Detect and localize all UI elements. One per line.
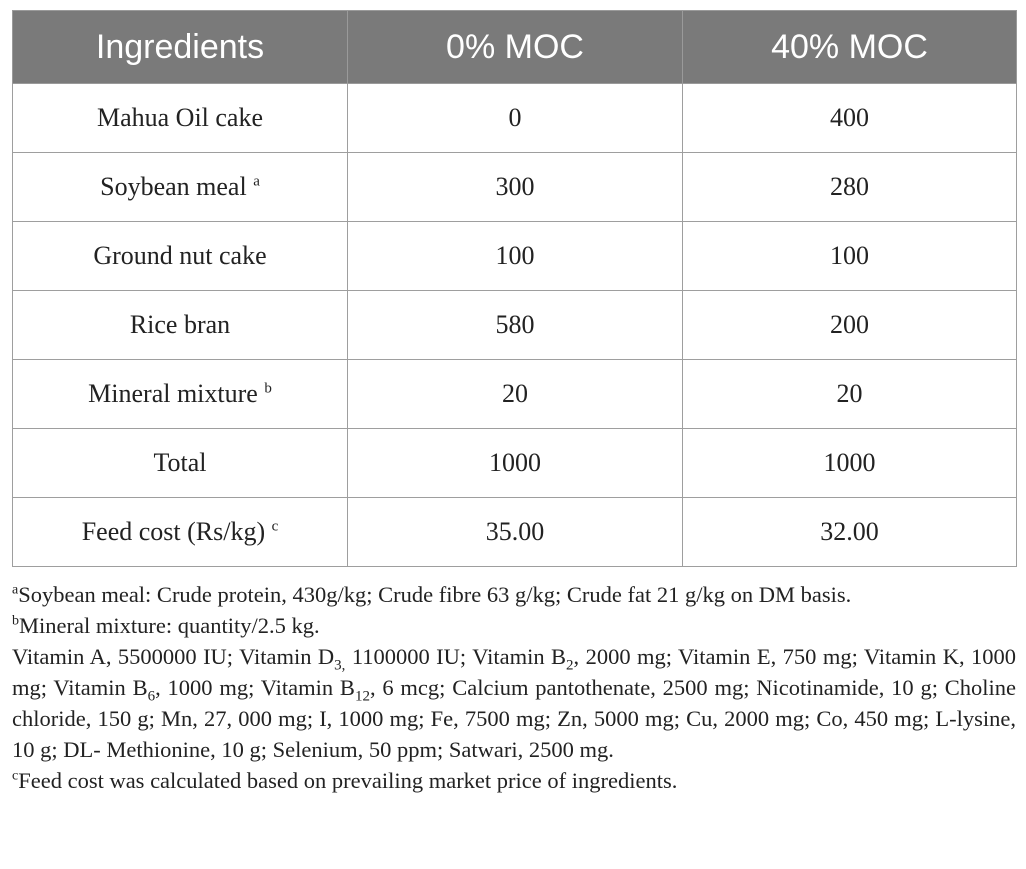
table-footnotes: aSoybean meal: Crude protein, 430g/kg; C… [12,579,1016,796]
footnote-a: aSoybean meal: Crude protein, 430g/kg; C… [12,582,852,607]
value-40-moc: 32.00 [682,497,1017,567]
footnote-b: bMineral mixture: quantity/2.5 kg. [12,613,320,638]
ingredient-cell: Soybean meal a [12,152,348,222]
value-40-moc: 1000 [682,428,1017,498]
value-40-moc: 200 [682,290,1017,360]
ingredient-cell: Mahua Oil cake [12,83,348,153]
table-row: Rice bran 580 200 [12,290,1017,360]
value-0-moc: 100 [347,221,683,291]
header-40-moc: 40% MOC [682,10,1017,84]
value-40-moc: 20 [682,359,1017,429]
value-0-moc: 20 [347,359,683,429]
table-row: Ground nut cake 100 100 [12,221,1017,291]
ingredient-cell: Total [12,428,348,498]
table-header-row: Ingredients 0% MOC 40% MOC [12,10,1017,84]
value-0-moc: 1000 [347,428,683,498]
table-row: Mahua Oil cake 0 400 [12,83,1017,153]
value-40-moc: 100 [682,221,1017,291]
footnote-vitamins: Vitamin A, 5500000 IU; Vitamin D3, 11000… [12,644,1017,762]
footnote-mark-c: c [12,768,19,784]
value-0-moc: 300 [347,152,683,222]
table-row: Feed cost (Rs/kg) c 35.00 32.00 [12,497,1017,567]
value-40-moc: 280 [682,152,1017,222]
footnote-mark-b: b [12,613,19,629]
header-0-moc: 0% MOC [347,10,683,84]
footnote-mark-a: a [12,582,19,598]
footnote-c: cFeed cost was calculated based on preva… [12,768,678,793]
ingredient-cell: Ground nut cake [12,221,348,291]
value-40-moc: 400 [682,83,1017,153]
value-0-moc: 0 [347,83,683,153]
value-0-moc: 35.00 [347,497,683,567]
value-0-moc: 580 [347,290,683,360]
footnote-marker: c [271,518,279,535]
table-row: Mineral mixture b 20 20 [12,359,1017,429]
header-ingredients: Ingredients [12,10,348,84]
ingredient-cell: Rice bran [12,290,348,360]
table-row: Total 1000 1000 [12,428,1017,498]
feed-composition-table: Ingredients 0% MOC 40% MOC Mahua Oil cak… [12,10,1017,567]
ingredient-cell: Feed cost (Rs/kg) c [12,497,348,567]
footnote-marker: a [253,173,260,190]
ingredient-cell: Mineral mixture b [12,359,348,429]
feed-composition-table-section: Ingredients 0% MOC 40% MOC Mahua Oil cak… [12,10,1017,796]
footnote-marker: b [264,380,272,397]
table-row: Soybean meal a 300 280 [12,152,1017,222]
